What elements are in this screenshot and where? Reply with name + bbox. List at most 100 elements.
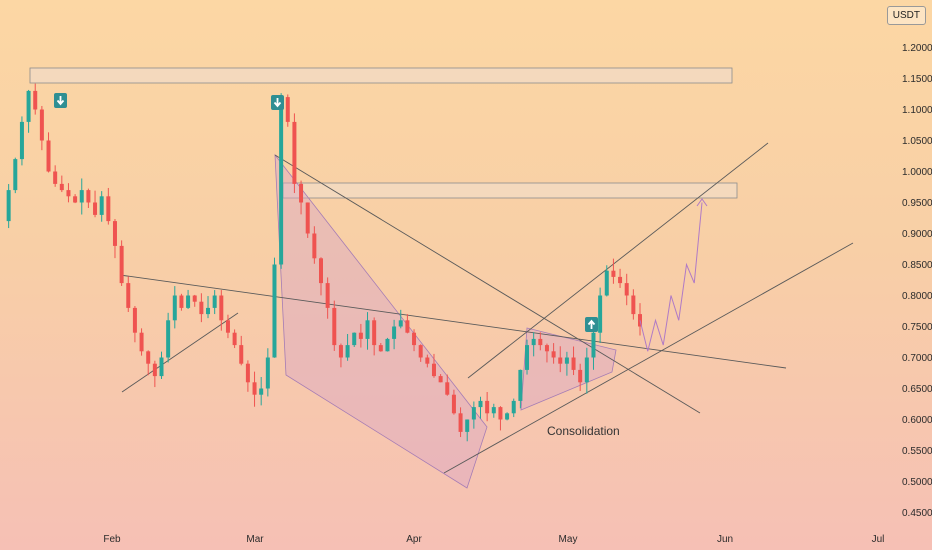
- candle-body: [73, 196, 78, 203]
- candle-body: [352, 332, 357, 346]
- candle-body: [292, 121, 297, 184]
- candle-body: [591, 332, 596, 358]
- candle-body: [26, 90, 31, 122]
- y-tick-label: 1.0000: [902, 167, 932, 178]
- candle-body: [578, 369, 583, 383]
- candle-body: [544, 345, 549, 352]
- candle-body: [491, 407, 496, 414]
- candle-body: [99, 196, 104, 215]
- y-tick-label: 1.1000: [902, 105, 932, 116]
- candle-body: [392, 326, 397, 339]
- candle-body: [265, 357, 270, 389]
- candle-body: [485, 400, 490, 414]
- channel-upper-line: [467, 142, 769, 379]
- candle-body: [598, 295, 603, 333]
- candle-body: [13, 159, 18, 191]
- buy-signal-badge: [585, 317, 598, 332]
- candle-body: [372, 320, 377, 346]
- y-tick-label: 1.2000: [902, 43, 932, 54]
- candle-body: [112, 221, 117, 246]
- falling-wedge-pattern: [274, 153, 488, 489]
- y-tick-label: 0.4500: [902, 508, 932, 519]
- x-tick-label: May: [559, 534, 578, 545]
- candle-body: [571, 357, 576, 370]
- candle-body: [458, 413, 463, 432]
- resistance-zone-top: [29, 67, 733, 84]
- candle-body: [624, 283, 629, 296]
- candle-body: [611, 270, 616, 277]
- candle-body: [345, 345, 350, 358]
- y-tick-label: 0.7000: [902, 353, 932, 364]
- candle-body: [584, 357, 589, 383]
- candle-body: [279, 97, 284, 265]
- x-tick-label: Mar: [246, 534, 264, 545]
- sell-signal-badge-2: [271, 95, 284, 110]
- candle-body: [385, 338, 390, 352]
- candle-body: [285, 97, 290, 122]
- candle-body: [312, 233, 317, 259]
- candle-body: [405, 320, 410, 333]
- y-tick-label: 0.8500: [902, 260, 932, 271]
- candle-body: [245, 363, 250, 383]
- currency-badge[interactable]: USDT: [886, 6, 926, 25]
- candle-body: [53, 171, 58, 184]
- candle-body: [618, 276, 623, 284]
- candle-body: [79, 190, 84, 203]
- y-tick-label: 0.5000: [902, 477, 932, 488]
- candle-body: [119, 245, 124, 284]
- candle-body: [518, 369, 523, 401]
- candle-body: [551, 351, 556, 358]
- candle-body: [319, 258, 323, 284]
- candle-body: [39, 109, 44, 141]
- candle-body: [132, 307, 137, 333]
- candle-body: [66, 190, 71, 197]
- resistance-zone-mid: [282, 182, 738, 199]
- candle-body: [505, 413, 510, 420]
- y-tick-label: 0.8000: [902, 291, 932, 302]
- wedge-top-line: [274, 154, 701, 414]
- candle-body: [259, 388, 264, 395]
- candle-body: [338, 345, 343, 358]
- candle-body: [631, 295, 636, 315]
- candle-body: [152, 363, 157, 377]
- support-line-feb: [121, 312, 239, 393]
- candle-body: [378, 345, 383, 352]
- candle-body: [365, 320, 370, 339]
- x-tick-label: Jul: [872, 534, 885, 545]
- candle-body: [478, 400, 483, 408]
- y-tick-label: 0.7500: [902, 322, 932, 333]
- candle-body: [219, 295, 224, 321]
- y-tick-label: 1.0500: [902, 136, 932, 147]
- candle-body: [332, 307, 337, 346]
- candle-body: [498, 407, 503, 420]
- y-tick-label: 1.1500: [902, 74, 932, 85]
- down-arrow-icon: [273, 98, 282, 108]
- candlestick-series: [6, 83, 642, 442]
- candle-body: [438, 376, 443, 383]
- candle-body: [564, 357, 569, 364]
- x-tick-label: Feb: [103, 534, 121, 545]
- candle-body: [558, 357, 563, 364]
- candle-body: [272, 264, 277, 358]
- candle-body: [19, 121, 24, 160]
- y-axis: 1.2000 1.1500 1.1000 1.0500 1.0000 0.9500 0.90…: [902, 43, 932, 519]
- sell-signal-badge-1: [54, 93, 67, 108]
- candle-body: [604, 270, 609, 296]
- candle-body: [159, 357, 164, 377]
- candle-body: [398, 320, 403, 327]
- candle-body: [465, 419, 470, 432]
- candle-body: [232, 332, 237, 346]
- x-axis: Feb Mar Apr May Jun Jul: [103, 534, 884, 545]
- projection-path: [639, 202, 703, 352]
- candle-body: [106, 196, 111, 222]
- candle-body: [212, 295, 217, 308]
- consolidation-label: Consolidation: [547, 424, 620, 438]
- projection-arrowhead: [696, 198, 708, 207]
- candle-body: [186, 295, 191, 308]
- x-tick-label: Apr: [406, 534, 422, 545]
- candle-body: [225, 320, 230, 333]
- y-tick-label: 0.5500: [902, 446, 932, 457]
- candle-body: [305, 202, 310, 234]
